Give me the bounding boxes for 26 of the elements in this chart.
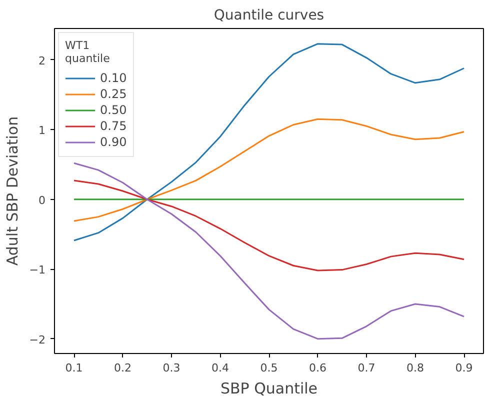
chart-title: Quantile curves <box>214 8 324 24</box>
x-tick-label: 0.6 <box>309 362 327 374</box>
x-tick-label: 0.3 <box>162 362 180 374</box>
legend-label: 0.50 <box>100 102 127 118</box>
x-tick-label: 0.2 <box>114 362 132 374</box>
y-axis-title: Adult SBP Deviation <box>3 116 22 266</box>
y-tick-label: 1 <box>38 124 46 138</box>
legend-label: 0.25 <box>100 86 127 102</box>
y-tick-label: 0 <box>38 194 46 207</box>
legend-label: 0.90 <box>100 134 127 150</box>
x-tick-label: 0.5 <box>260 362 278 374</box>
x-axis-title: SBP Quantile <box>220 380 318 398</box>
x-tick-label: 0.8 <box>406 362 424 374</box>
line-series <box>73 180 465 272</box>
line-series <box>73 118 465 222</box>
legend-title: WT1 quantile <box>65 39 111 65</box>
legend-label: 0.10 <box>100 70 127 86</box>
legend-label: 0.75 <box>100 118 127 134</box>
y-tick-label: −2 <box>29 333 46 346</box>
x-tick-label: 0.9 <box>455 362 473 374</box>
x-tick-label: 0.4 <box>212 362 230 374</box>
x-tick-label: 0.7 <box>358 362 376 374</box>
y-tick-label: 2 <box>38 54 46 68</box>
x-tick-label: 0.1 <box>65 362 83 374</box>
line-series <box>73 162 465 340</box>
y-tick-label: −1 <box>29 264 46 277</box>
